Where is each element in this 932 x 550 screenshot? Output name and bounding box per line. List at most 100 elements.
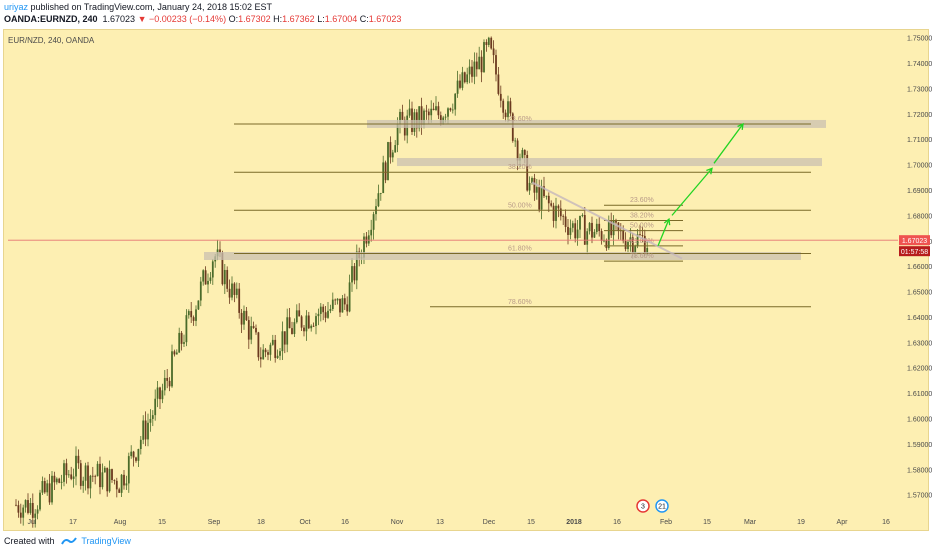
candle-body: [77, 455, 80, 464]
candle-body: [84, 465, 87, 481]
candle-body: [255, 327, 257, 333]
candle-body: [523, 149, 526, 155]
candle-body: [319, 306, 322, 314]
candle-body: [423, 110, 425, 125]
candle-body: [540, 186, 543, 210]
candle-body: [480, 56, 483, 73]
x-tick-label: 15: [703, 519, 711, 526]
candle-body: [250, 326, 253, 340]
candle-body: [339, 298, 341, 313]
candle-body: [528, 182, 531, 191]
economic-event-icon: [655, 499, 669, 513]
last-price: 1.67023: [102, 14, 136, 24]
x-tick-label: Mar: [744, 519, 757, 526]
candle-body: [72, 476, 75, 479]
candle-body: [353, 266, 356, 281]
x-tick-label: Nov: [391, 519, 404, 526]
candle-body: [159, 387, 161, 400]
candle-body: [346, 304, 349, 312]
candle-body: [156, 387, 159, 399]
candle-body: [142, 420, 145, 440]
candle-body: [63, 463, 65, 482]
ohlc-bar: OANDA:EURNZD, 240 1.67023 ▼ −0.00233 (−0…: [4, 14, 401, 24]
candle-body: [430, 108, 433, 116]
candle-body: [298, 310, 301, 317]
candle-body: [245, 310, 248, 321]
candle-body: [226, 269, 229, 289]
candle-body: [149, 418, 152, 423]
candle-body: [303, 327, 305, 332]
candle-body: [437, 106, 440, 116]
candle-body: [267, 352, 269, 355]
x-tick-label: 16: [613, 519, 621, 526]
candle-body: [247, 320, 250, 340]
candle-body: [295, 310, 298, 323]
candle-body: [264, 349, 267, 353]
candle-body: [120, 474, 123, 493]
author-link[interactable]: uriyaz: [4, 2, 29, 12]
x-tick-label: Oct: [300, 519, 311, 526]
candle-body: [180, 332, 183, 344]
candle-body: [449, 108, 452, 111]
projection-arrow: [713, 123, 744, 164]
candle-body: [103, 467, 106, 473]
candle-body: [75, 455, 77, 477]
candle-body: [305, 315, 308, 332]
current-price-label: 1.67023: [902, 238, 927, 245]
candle-body: [154, 398, 157, 416]
candle-body: [139, 439, 142, 450]
candle-body: [199, 281, 202, 301]
y-tick-label: 1.65000: [907, 290, 932, 297]
candle-body: [327, 310, 329, 318]
candle-body: [526, 154, 529, 191]
candle-body: [19, 512, 22, 518]
candle-body: [262, 349, 265, 360]
y-tick-label: 1.68000: [907, 213, 932, 220]
candle-body: [571, 223, 574, 228]
candle-body: [276, 355, 279, 358]
candle-body: [567, 226, 569, 235]
candle-body: [168, 380, 171, 387]
tradingview-link[interactable]: TradingView: [81, 536, 131, 546]
candle-body: [535, 187, 538, 193]
candle-body: [610, 219, 613, 236]
candle-body: [17, 505, 20, 513]
y-tick-label: 1.61000: [907, 391, 932, 398]
candle-body: [29, 503, 32, 513]
close-label: C:: [359, 14, 369, 24]
candle-body: [348, 282, 351, 312]
chart-area[interactable]: [3, 29, 929, 531]
low-label: L:: [317, 14, 325, 24]
fib-level-label: 38.20%: [630, 212, 654, 219]
candle-body: [115, 480, 118, 490]
candle-body: [646, 247, 649, 255]
candle-body: [552, 205, 555, 221]
candle-body: [466, 74, 469, 83]
candle-body: [389, 142, 392, 158]
candle-body: [240, 312, 243, 325]
projection-arrow-head: [737, 122, 744, 130]
candle-body: [612, 219, 615, 236]
candle-body: [65, 463, 68, 476]
fib-level-label: 61.80%: [630, 238, 654, 245]
candle-body: [231, 283, 233, 298]
x-tick-label: 15: [158, 519, 166, 526]
candle-body: [166, 377, 169, 381]
candle-body: [399, 111, 401, 125]
y-tick-label: 1.58000: [907, 467, 932, 474]
fib-level-label: 50.00%: [630, 223, 654, 230]
footer: Created with TradingView: [0, 532, 932, 550]
candle-body: [586, 231, 589, 245]
x-tick-label: 19: [797, 519, 805, 526]
candle-body: [31, 503, 34, 518]
open-label: O:: [228, 14, 239, 24]
high-value: 1.67362: [282, 14, 315, 24]
candle-body: [557, 205, 560, 209]
economic-event-label: 3: [641, 504, 645, 511]
candle-body: [39, 492, 41, 510]
candle-body: [173, 351, 176, 355]
candle-body: [67, 474, 70, 476]
candle-body: [315, 316, 317, 327]
candle-body: [190, 311, 193, 318]
